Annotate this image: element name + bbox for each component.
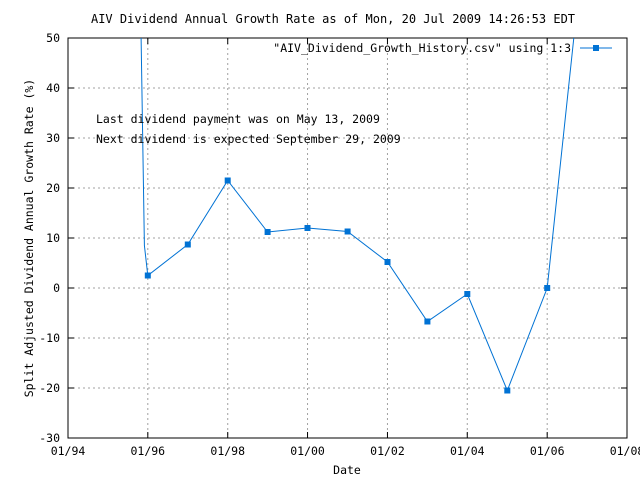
data-point [184,241,191,248]
y-tick-label: -10 [39,331,60,345]
x-tick-label: 01/96 [130,444,165,458]
x-tick-label: 01/98 [210,444,245,458]
series-line [140,37,575,392]
y-tick-label: -20 [39,381,60,395]
data-point [464,291,471,297]
y-tick-label: 40 [46,81,60,95]
data-point [264,229,271,235]
y-tick-label: 10 [46,231,60,245]
y-tick-label: 20 [46,181,60,195]
annotation-last-dividend: Last dividend payment was on May 13, 200… [96,112,380,126]
x-tick-label: 01/04 [450,444,485,458]
y-tick-label: 0 [53,281,60,295]
y-tick-label: 50 [46,31,60,45]
data-point [344,228,351,235]
legend-label: "AIV_Dividend_Growth_History.csv" using … [273,41,571,55]
legend: "AIV_Dividend_Growth_History.csv" using … [273,41,612,55]
y-axis-label: Split Adjusted Dividend Annual Growth Ra… [22,79,36,398]
y-tick-label: -30 [39,431,60,445]
data-point [304,225,311,231]
data-point [544,285,551,291]
x-tick-label: 01/02 [370,444,405,458]
data-point [384,259,391,265]
data-point [144,272,151,279]
x-tick-label: 01/94 [51,444,86,458]
chart-title: AIV Dividend Annual Growth Rate as of Mo… [91,12,575,26]
legend-marker [593,45,599,51]
x-axis-label: Date [333,463,361,477]
data-point [504,387,511,394]
data-point [424,318,431,325]
series-layer [140,37,575,394]
y-tick-label: 30 [46,131,60,145]
grid [68,38,627,438]
x-tick-label: 01/06 [530,444,565,458]
plot-frame [67,37,628,439]
x-tick-label: 01/00 [290,444,325,458]
axis-ticks: -30 -20 -10 0 10 20 30 40 50 01/94 01/96 01/98 01/00… [39,31,640,458]
x-tick-label: 01/08 [610,444,640,458]
annotation-next-dividend: Next dividend is expected September 29, … [96,132,401,146]
data-point [224,177,231,184]
